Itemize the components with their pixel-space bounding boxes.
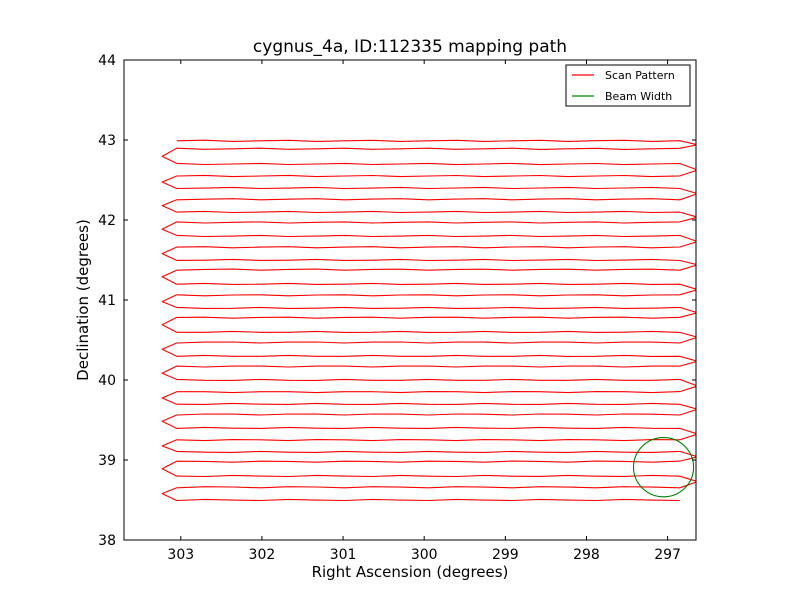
y-tick-label: 40 xyxy=(98,373,116,389)
legend-label-beam: Beam Width xyxy=(605,90,672,103)
x-tick-label: 298 xyxy=(573,547,600,563)
plot-background xyxy=(124,60,696,540)
x-tick-label: 297 xyxy=(654,547,681,563)
y-tick-label: 39 xyxy=(98,453,116,469)
y-tick-label: 41 xyxy=(98,293,116,309)
legend-label-scan: Scan Pattern xyxy=(605,69,675,82)
legend: Scan Pattern Beam Width xyxy=(565,64,691,107)
x-tick-label: 302 xyxy=(249,547,276,563)
x-axis-label: Right Ascension (degrees) xyxy=(312,563,509,581)
x-tick-label: 299 xyxy=(492,547,519,563)
scan-pattern-line xyxy=(161,139,696,502)
plot-area xyxy=(123,59,697,541)
x-tick-label: 303 xyxy=(167,547,194,563)
x-tick-label: 300 xyxy=(411,547,438,563)
y-tick-label: 43 xyxy=(98,133,116,149)
x-axis-ticks: 303 302 301 300 299 298 297 xyxy=(167,60,681,563)
legend-box xyxy=(565,64,691,107)
y-tick-label: 42 xyxy=(98,213,116,229)
y-axis-label: Declination (degrees) xyxy=(74,219,92,381)
y-axis-ticks: 38 39 40 41 42 43 44 xyxy=(98,53,696,549)
beam-width-circle xyxy=(632,437,695,498)
scan-pattern-series xyxy=(161,139,696,502)
y-tick-label: 38 xyxy=(98,533,116,549)
x-tick-label: 301 xyxy=(330,547,357,563)
chart-title: cygnus_4a, ID:112335 mapping path xyxy=(253,37,567,57)
beam-width-series xyxy=(632,437,695,498)
y-tick-label: 44 xyxy=(98,53,116,69)
